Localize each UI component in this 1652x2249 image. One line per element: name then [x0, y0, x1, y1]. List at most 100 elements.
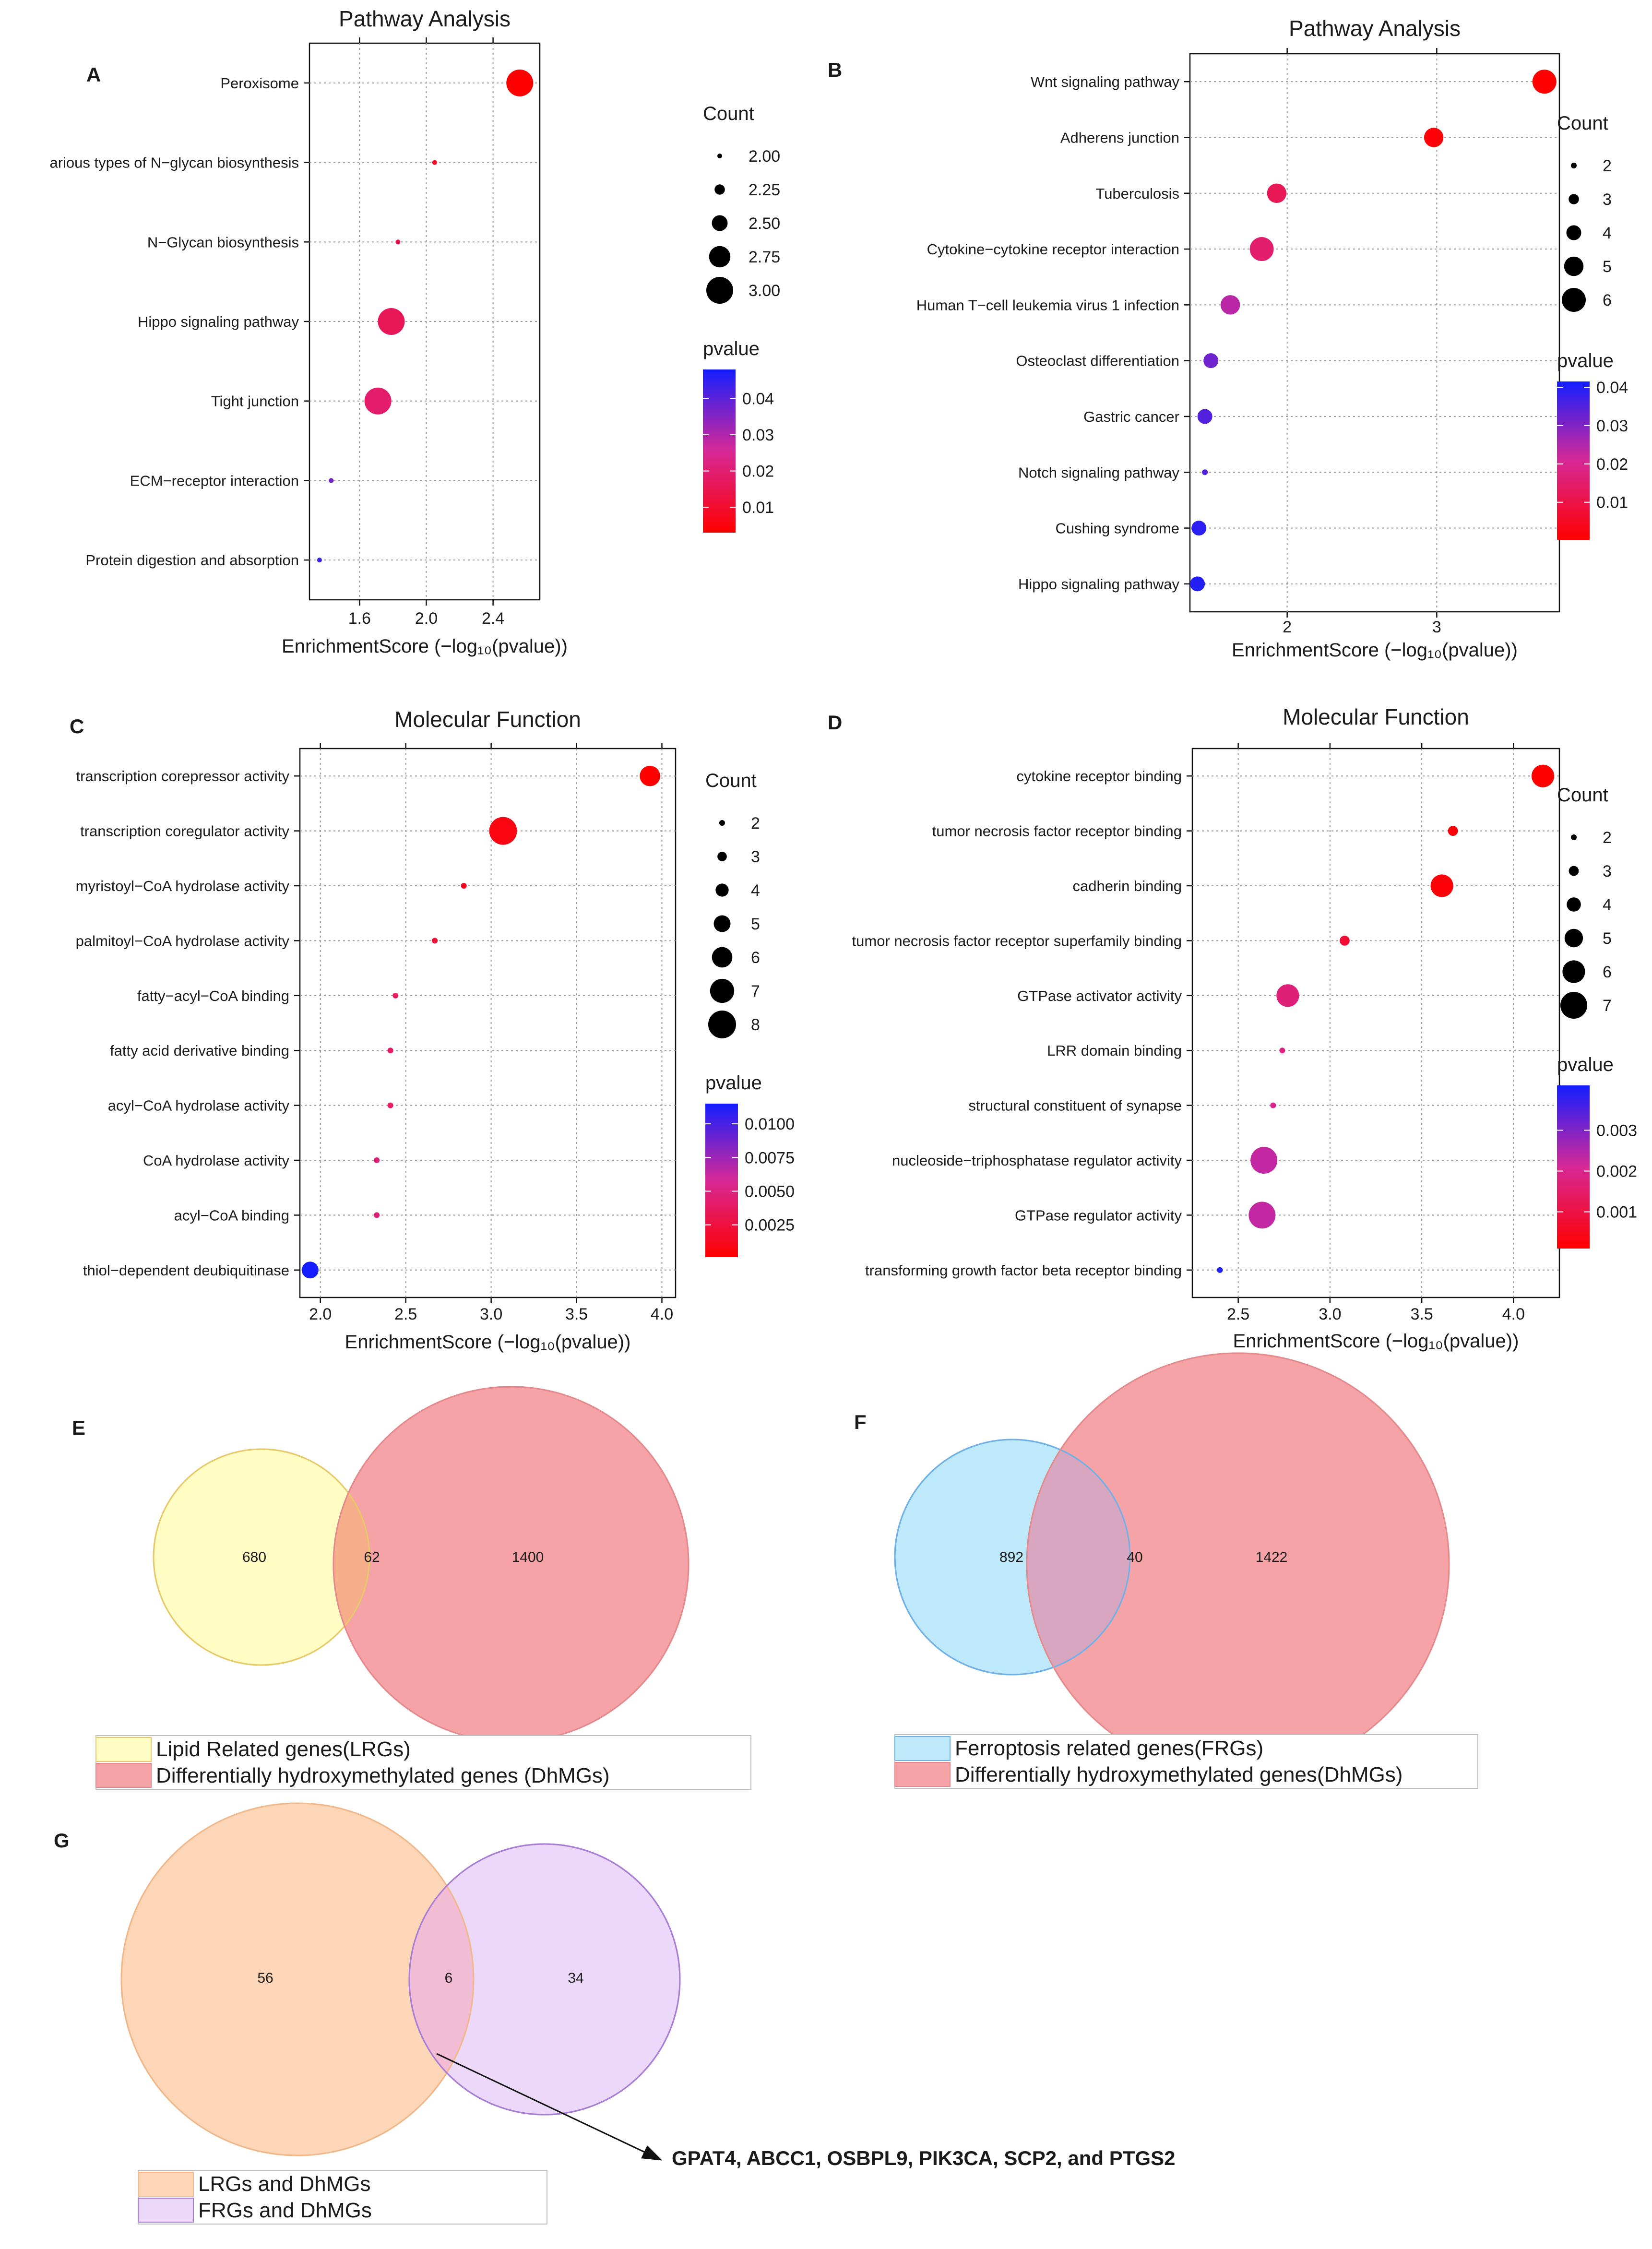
count-legend-dot: [1569, 866, 1579, 876]
data-point: [395, 239, 401, 245]
count-legend-label: 2.50: [749, 214, 780, 233]
venn-legend-swatch: [95, 1737, 152, 1762]
data-point: [364, 387, 392, 415]
count-legend-label: 5: [1603, 929, 1612, 948]
colorbar-tick-label: 0.001: [1596, 1203, 1637, 1222]
y-tick-label: palmitoyl−CoA hydrolase activity: [76, 932, 290, 949]
data-point: [1190, 576, 1205, 592]
count-legend-dot: [1564, 928, 1583, 948]
count-legend-title: Count: [1557, 785, 1608, 806]
count-legend-dot: [1562, 960, 1585, 983]
count-legend-label: 2.00: [749, 147, 780, 166]
venn-right-set: [333, 1386, 689, 1743]
x-tick-label: 2.5: [394, 1305, 417, 1323]
y-tick-label: tumor necrosis factor receptor binding: [932, 823, 1182, 840]
x-tick-label: 3.0: [480, 1305, 502, 1323]
y-tick-label: Tuberculosis: [1095, 185, 1179, 202]
colorbar-tick-label: 0.01: [1596, 494, 1628, 512]
y-tick-label: N−Glycan biosynthesis: [147, 234, 299, 250]
x-tick-label: 4.0: [651, 1305, 673, 1323]
venn-left-count: 892: [999, 1549, 1023, 1565]
count-legend-dot: [1569, 194, 1579, 204]
y-tick-label: tumor necrosis factor receptor superfami…: [852, 932, 1182, 949]
annotation-arrow: [436, 2053, 663, 2161]
data-point: [392, 992, 399, 999]
count-legend-dot: [712, 947, 733, 968]
panel-label: D: [828, 711, 842, 734]
data-point: [640, 765, 660, 786]
venn-legend-label: Differentially hydroxymethylated genes(D…: [955, 1763, 1402, 1786]
venn-legend-box: [894, 1734, 1478, 1789]
panel-label: E: [72, 1416, 85, 1439]
count-legend-dot: [717, 154, 722, 158]
venn-overlap-count: 6: [445, 1970, 453, 1986]
venn-right-count: 1422: [1256, 1549, 1288, 1565]
venn-left-count: 680: [242, 1549, 266, 1565]
data-point: [1340, 936, 1350, 946]
count-legend-dot: [714, 184, 725, 195]
chart-title: Molecular Function: [1283, 704, 1469, 729]
y-tick-label: fatty−acyl−CoA binding: [137, 988, 289, 1004]
count-legend-title: Count: [1557, 113, 1608, 134]
x-axis-label: EnrichmentScore (−log₁₀(pvalue)): [1233, 1331, 1519, 1352]
x-tick-label: 3.5: [1410, 1305, 1433, 1323]
count-legend-label: 7: [751, 982, 760, 1000]
data-point: [1197, 409, 1212, 424]
data-point: [1203, 353, 1219, 369]
chart-panel-b: B Pathway Analysis 2 3 EnrichmentScore (−log…: [828, 16, 1628, 661]
count-legend-label: 4: [1603, 896, 1612, 914]
venn-right-count: 1400: [512, 1549, 544, 1565]
y-tick-label: transcription corepressor activity: [76, 768, 290, 785]
count-legend-label: 3.00: [749, 282, 780, 300]
venn-panel-e: E 680 62 1400 Lipid Related genes(LRGs) Diffe…: [72, 1386, 751, 1790]
data-point: [1191, 521, 1207, 536]
data-point: [1248, 1202, 1276, 1229]
data-point: [1276, 984, 1299, 1007]
count-legend-dot: [1564, 256, 1584, 276]
y-tick-label: Peroxisome: [220, 75, 299, 92]
y-tick-label: arious types of N−glycan biosynthesis: [49, 155, 299, 171]
colorbar-tick-label: 0.003: [1596, 1122, 1637, 1140]
count-legend-label: 4: [751, 881, 760, 900]
data-point: [1424, 128, 1444, 147]
count-legend-label: 2: [1603, 157, 1612, 175]
venn-legend-swatch: [138, 2172, 194, 2197]
data-point: [387, 1102, 393, 1108]
count-legend-label: 5: [751, 915, 760, 933]
venn-overlap-count: 40: [1127, 1549, 1142, 1565]
chart-title: Molecular Function: [394, 707, 581, 732]
y-tick-label: Protein digestion and absorption: [85, 552, 299, 569]
venn-legend-swatch: [138, 2198, 194, 2223]
y-tick-label: LRR domain binding: [1047, 1042, 1182, 1059]
panel-label: G: [54, 1829, 70, 1852]
venn-left-outline: [153, 1448, 370, 1666]
venn-right-outline: [408, 1843, 681, 2116]
y-tick-label: fatty acid derivative binding: [110, 1042, 289, 1059]
data-point: [1202, 469, 1208, 476]
count-legend-title: Count: [705, 770, 757, 791]
y-tick-label: GTPase activator activity: [1017, 988, 1182, 1004]
count-legend-dot: [719, 820, 725, 826]
y-tick-label: cadherin binding: [1072, 878, 1182, 894]
plot-frame: [299, 748, 677, 1298]
y-tick-label: ECM−receptor interaction: [130, 472, 299, 489]
venn-legend-label: LRGs and DhMGs: [198, 2172, 370, 2196]
y-tick-label: Human T−cell leukemia virus 1 infection: [916, 297, 1179, 313]
data-point: [329, 478, 334, 483]
data-point: [1270, 1102, 1276, 1108]
pvalue-colorbar: [1557, 1085, 1590, 1249]
colorbar-tick-label: 0.0050: [745, 1182, 795, 1201]
count-legend-dot: [709, 246, 731, 268]
data-point: [461, 883, 467, 889]
y-tick-label: Cytokine−cytokine receptor interaction: [927, 241, 1179, 258]
colorbar-tick-label: 0.0025: [745, 1216, 795, 1235]
data-point: [506, 69, 534, 96]
count-legend-label: 8: [751, 1016, 760, 1034]
data-point: [374, 1157, 380, 1163]
y-tick-label: Wnt signaling pathway: [1031, 73, 1180, 90]
y-tick-label: Hippo signaling pathway: [1018, 576, 1180, 593]
count-legend-label: 3: [751, 848, 760, 866]
venn-legend-box: [138, 2170, 547, 2225]
pvalue-legend-title: pvalue: [1557, 1054, 1614, 1075]
panel-label: F: [854, 1411, 867, 1433]
